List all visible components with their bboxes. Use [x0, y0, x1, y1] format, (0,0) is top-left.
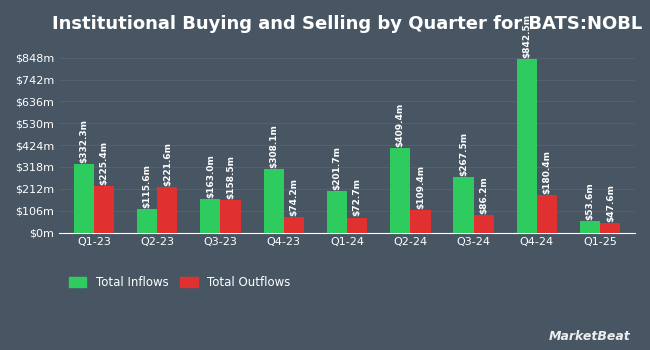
Bar — [220, 200, 240, 232]
Bar — [200, 199, 220, 232]
Text: $72.7m: $72.7m — [353, 178, 361, 217]
Bar — [410, 210, 430, 232]
Text: $225.4m: $225.4m — [99, 141, 109, 185]
Text: MarketBeat: MarketBeat — [549, 330, 630, 343]
Text: $158.5m: $158.5m — [226, 155, 235, 199]
Text: $308.1m: $308.1m — [269, 124, 278, 168]
Bar — [94, 186, 114, 232]
Bar — [453, 177, 474, 232]
Text: $115.6m: $115.6m — [142, 164, 151, 208]
Bar — [137, 209, 157, 232]
Text: $180.4m: $180.4m — [543, 150, 552, 194]
Bar — [600, 223, 621, 232]
Bar — [537, 195, 557, 232]
Legend: Total Inflows, Total Outflows: Total Inflows, Total Outflows — [65, 273, 294, 293]
Text: $163.0m: $163.0m — [206, 154, 215, 198]
Bar — [474, 215, 494, 232]
Bar — [284, 217, 304, 232]
Bar — [390, 148, 410, 232]
Text: $267.5m: $267.5m — [459, 132, 468, 176]
Text: $53.6m: $53.6m — [586, 183, 595, 220]
Text: $842.5m: $842.5m — [523, 14, 531, 58]
Bar — [347, 217, 367, 232]
Bar — [327, 191, 347, 232]
Text: $74.2m: $74.2m — [289, 178, 298, 216]
Text: $86.2m: $86.2m — [479, 176, 488, 214]
Text: $201.7m: $201.7m — [332, 146, 341, 190]
Text: $221.6m: $221.6m — [163, 142, 172, 186]
Text: $47.6m: $47.6m — [606, 184, 615, 222]
Bar — [263, 169, 284, 232]
Text: $109.4m: $109.4m — [416, 165, 425, 209]
Title: Institutional Buying and Selling by Quarter for BATS:NOBL: Institutional Buying and Selling by Quar… — [52, 15, 642, 33]
Bar — [73, 164, 94, 232]
Bar — [517, 59, 537, 232]
Bar — [580, 222, 600, 232]
Text: $332.3m: $332.3m — [79, 119, 88, 163]
Bar — [157, 187, 177, 232]
Text: $409.4m: $409.4m — [396, 103, 405, 147]
